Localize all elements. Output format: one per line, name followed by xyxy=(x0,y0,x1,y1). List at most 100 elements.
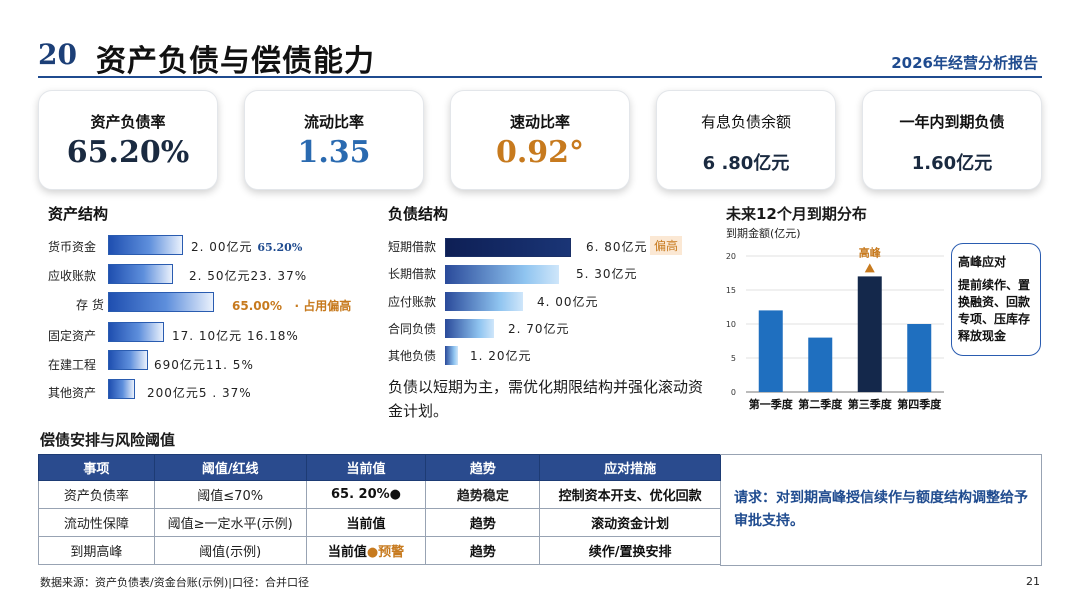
asset-label: 货币资金 xyxy=(48,240,97,254)
kpi-value: 6 .80亿元 xyxy=(702,153,790,174)
cell-item: 到期高峰 xyxy=(38,536,155,565)
x-tick-label: 第一季度 xyxy=(749,397,794,411)
asset-value: 690亿元11. 5% xyxy=(154,358,254,372)
asset-bar xyxy=(108,292,214,312)
maturity-chart-title: 未来12个月到期分布 xyxy=(726,205,867,223)
asset-bar xyxy=(108,350,148,370)
high-tag: 偏高 xyxy=(650,236,683,255)
cell-current: 当前值 xyxy=(305,508,427,537)
kpi-card-current-ratio: 流动比率 1.35 xyxy=(244,90,424,190)
column-header: 事项 xyxy=(38,454,155,481)
maturity-bar xyxy=(758,310,783,392)
kpi-card-interest-debt: 有息负债余额 6 .80亿元 xyxy=(656,90,836,190)
asset-value: 17. 10亿元 16.18% xyxy=(172,329,299,343)
cell-current: 当前值●预警 xyxy=(305,536,427,565)
kpi-label: 有息负债余额 xyxy=(700,113,791,131)
debt-value: 1. 20亿元 xyxy=(470,349,532,363)
table-row: 流动性保障 阈值≥一定水平(示例) 当前值 趋势 滚动资金计划 xyxy=(38,508,721,537)
table-header-row: 事项 阈值/红线 当前值 趋势 应对措施 xyxy=(38,454,721,481)
slide-header: 20 资产负债与偿债能力 2026年经营分析报告 xyxy=(38,34,1042,79)
debt-value: 5. 30亿元 xyxy=(576,267,638,281)
maturity-bar xyxy=(907,324,932,392)
cell-trend: 趋势 xyxy=(425,508,541,537)
debt-label: 短期借款 xyxy=(388,240,437,254)
asset-label: 其他资产 xyxy=(48,386,97,400)
kpi-card-quick-ratio: 速动比率 0.92° xyxy=(450,90,630,190)
maturity-bar xyxy=(808,337,833,392)
page-title: 资产负债与偿债能力 xyxy=(96,44,375,79)
y-tick-label: 10 xyxy=(726,320,736,329)
peak-response-callout: 高峰应对 提前续作、置换融资、回款专项、压库存释放现金 xyxy=(951,243,1041,356)
maturity-bar xyxy=(857,276,882,392)
cell-action: 控制资本开支、优化回款 xyxy=(539,480,721,509)
cell-action: 滚动资金计划 xyxy=(539,508,721,537)
kpi-label: 资产负债率 xyxy=(90,113,166,131)
kpi-label: 一年内到期负债 xyxy=(899,113,1005,131)
cell-threshold: 阈值≥一定水平(示例) xyxy=(153,508,307,537)
x-tick-label: 第三季度 xyxy=(848,397,893,411)
debt-bar xyxy=(445,292,523,311)
kpi-card-debt-ratio: 资产负债率 65.20% xyxy=(38,90,218,190)
cell-threshold: 阈值(示例) xyxy=(153,536,307,565)
column-header: 应对措施 xyxy=(539,454,721,481)
asset-label: 存 货 xyxy=(76,298,104,312)
kpi-row: 资产负债率 65.20% 流动比率 1.35 速动比率 0.92° 有息负债余额… xyxy=(38,90,1042,190)
debt-value: 2. 70亿元 xyxy=(508,322,570,336)
peak-marker-icon xyxy=(864,263,875,273)
cell-action: 续作/置换安排 xyxy=(539,536,721,565)
kpi-card-due-within-year: 一年内到期负债 1.60亿元 xyxy=(862,90,1042,190)
data-source-note: 数据来源：资产负债表/资金台账(示例)|口径：合并口径 xyxy=(40,576,309,589)
callout-title: 高峰应对 xyxy=(958,255,1007,269)
risk-table-title: 偿债安排与风险阈值 xyxy=(40,431,176,449)
risk-threshold-table: 事项 阈值/红线 当前值 趋势 应对措施 资产负债率 阈值≤70% 65. 20… xyxy=(38,454,721,565)
y-tick-label: 20 xyxy=(726,252,736,261)
callout-body: 提前续作、置换融资、回款专项、压库存释放现金 xyxy=(958,278,1031,343)
x-tick-label: 第二季度 xyxy=(798,397,843,411)
asset-bar xyxy=(108,264,173,284)
kpi-value: 1.60亿元 xyxy=(911,153,993,174)
debt-label: 其他负债 xyxy=(388,349,437,363)
asset-label: 固定资产 xyxy=(48,329,97,343)
debt-bar xyxy=(445,346,458,365)
section-number: 20 xyxy=(38,38,77,71)
report-name: 2026年经营分析报告 xyxy=(891,54,1038,72)
asset-label: 应收账款 xyxy=(48,269,97,283)
column-header: 阈值/红线 xyxy=(153,454,307,481)
kpi-value: 1.35 xyxy=(297,135,371,170)
debt-label: 合同负债 xyxy=(388,322,437,336)
kpi-label: 速动比率 xyxy=(509,113,570,131)
debt-structure-title: 负债结构 xyxy=(388,205,449,223)
kpi-value: 65.20% xyxy=(66,135,190,170)
cell-item: 流动性保障 xyxy=(38,508,155,537)
debt-value: 4. 00亿元 xyxy=(537,295,599,309)
debt-bar xyxy=(445,319,494,338)
approval-request: 请求：对到期高峰授信续作与额度结构调整给予审批支持。 xyxy=(720,454,1042,566)
table-row: 资产负债率 阈值≤70% 65. 20%● 趋势稳定 控制资本开支、优化回款 xyxy=(38,480,721,509)
maturity-unit-label: 到期金额(亿元) xyxy=(726,227,801,240)
asset-bar xyxy=(108,379,135,399)
debt-label: 长期借款 xyxy=(388,267,437,281)
table-row: 到期高峰 阈值(示例) 当前值●预警 趋势 续作/置换安排 xyxy=(38,536,721,565)
debt-note: 负债以短期为主，需优化期限结构并强化滚动资金计划。 xyxy=(388,378,704,420)
cell-current: 65. 20%● xyxy=(305,480,427,509)
debt-bar xyxy=(445,265,559,284)
kpi-label: 流动比率 xyxy=(303,113,364,131)
cell-item: 资产负债率 xyxy=(38,480,155,509)
cell-threshold: 阈值≤70% xyxy=(153,480,307,509)
y-tick-label: 15 xyxy=(726,286,736,295)
warning-status: ●预警 xyxy=(366,545,405,560)
debt-label: 应付账款 xyxy=(388,295,437,309)
cell-trend: 趋势稳定 xyxy=(425,480,541,509)
debt-bar xyxy=(445,238,571,257)
asset-value: 200亿元5 . 37% xyxy=(147,386,252,400)
asset-structure-title: 资产结构 xyxy=(48,205,109,223)
y-tick-label: 0 xyxy=(731,388,736,397)
kpi-value: 0.92° xyxy=(495,135,585,170)
y-tick-label: 5 xyxy=(731,354,736,363)
asset-label: 在建工程 xyxy=(48,358,97,372)
asset-bar xyxy=(108,235,183,255)
asset-value: 2. 00亿元 65.20% xyxy=(191,240,303,254)
asset-value: 65.00% · 占用偏高 xyxy=(232,299,352,313)
column-header: 当前值 xyxy=(305,454,427,481)
